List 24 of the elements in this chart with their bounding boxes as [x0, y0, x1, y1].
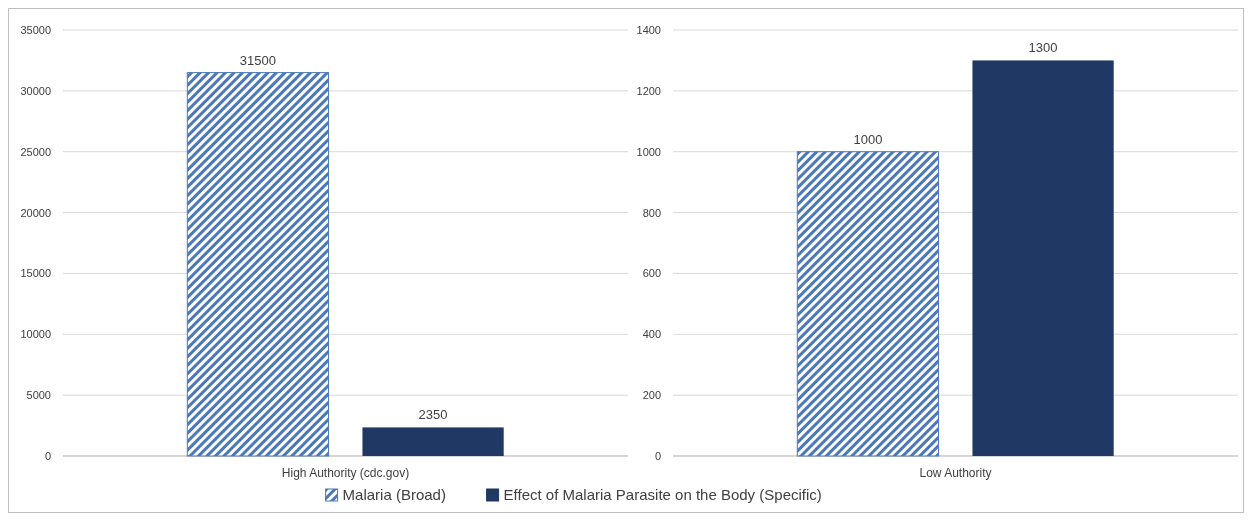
y-tick-label: 0	[654, 450, 661, 462]
y-tick-label: 15000	[20, 267, 51, 280]
y-tick-label: 1400	[636, 24, 661, 36]
y-tick-label: 0	[44, 450, 51, 462]
y-tick-label: 200	[642, 389, 661, 402]
y-tick-label: 35000	[20, 24, 51, 36]
y-tick-label: 1200	[636, 84, 661, 97]
y-tick-label: 400	[642, 328, 661, 341]
y-tick-label: 10000	[20, 328, 51, 341]
x-tick-label: High Authority (cdc.gov)	[281, 466, 410, 480]
data-label: 2350	[418, 407, 448, 423]
y-tick-label: 5000	[26, 389, 51, 402]
y-tick-label: 1000	[636, 145, 661, 158]
legend-label: Malaria (Broad)	[342, 486, 446, 503]
data-label: 1300	[1028, 40, 1058, 56]
y-tick-label: 800	[642, 206, 661, 219]
legend-label: Effect of Malaria Parasite on the Body (Specific)	[503, 486, 822, 503]
y-tick-label: 25000	[20, 145, 51, 158]
y-tick-label: 20000	[20, 206, 51, 219]
y-tick-label: 30000	[20, 84, 51, 97]
data-label: 31500	[239, 52, 276, 68]
y-tick-label: 600	[642, 267, 661, 280]
data-label: 1000	[853, 131, 883, 147]
x-tick-label: Low Authority	[919, 466, 992, 480]
